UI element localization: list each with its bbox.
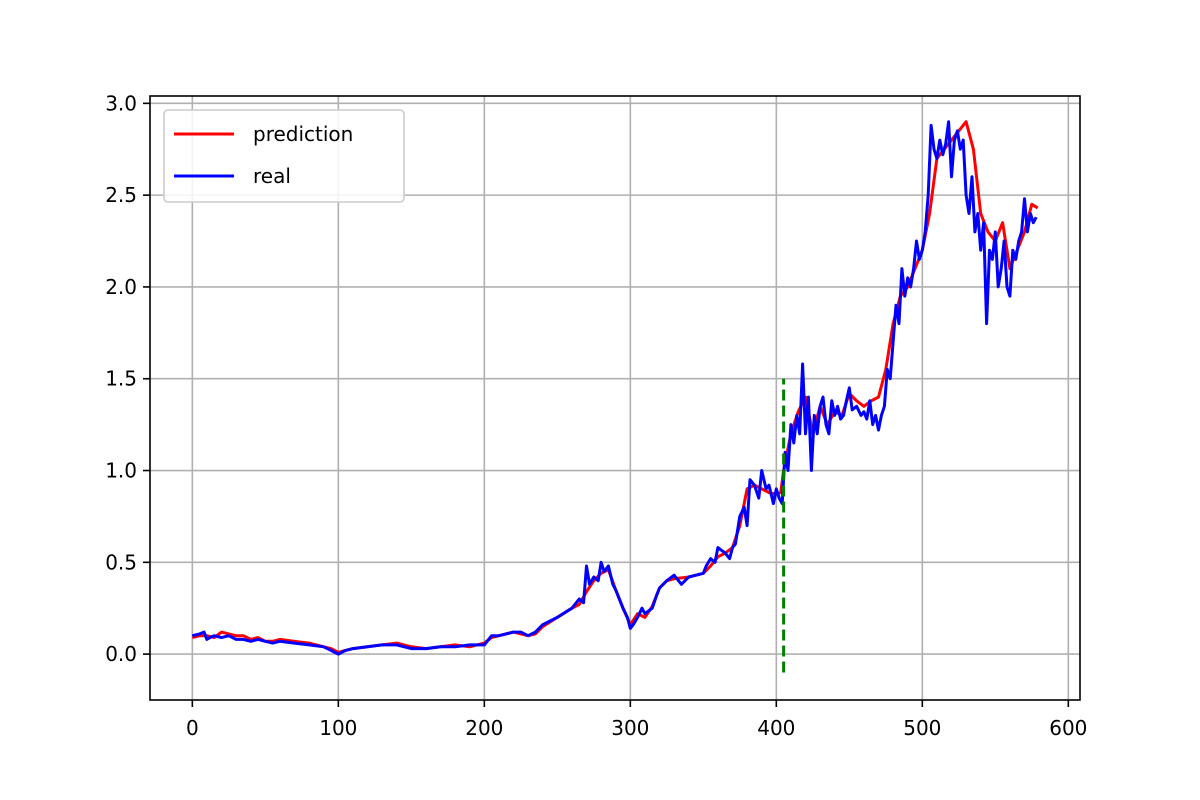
y-tick-label: 1.0	[105, 459, 137, 483]
ticks: 0 100 200 300 400 500 600 0.0 0.5 1.0 1.5 2.0 2.5 3.0	[105, 91, 1087, 740]
y-tick-label: 2.0	[105, 275, 137, 299]
plot-frame	[149, 95, 1081, 701]
axes	[149, 95, 1081, 701]
y-tick-label: 0.5	[105, 550, 137, 574]
legend: prediction real	[163, 109, 405, 203]
x-tick-label: 100	[319, 716, 357, 740]
x-tick-label: 400	[757, 716, 795, 740]
series-line-real	[191, 120, 1038, 656]
legend-label-real: real	[253, 164, 291, 188]
x-tick-label: 600	[1049, 716, 1087, 740]
grid	[150, 96, 1080, 700]
x-tick-label: 0	[186, 716, 199, 740]
x-tick-label: 500	[903, 716, 941, 740]
x-tick-label: 200	[465, 716, 503, 740]
y-tick-label: 0.0	[105, 642, 137, 666]
y-tick-label: 2.5	[105, 183, 137, 207]
x-tick-label: 300	[611, 716, 649, 740]
series-group	[191, 120, 1039, 656]
y-tick-label: 1.5	[105, 367, 137, 391]
y-tick-label: 3.0	[105, 91, 137, 115]
legend-label-prediction: prediction	[253, 122, 353, 146]
